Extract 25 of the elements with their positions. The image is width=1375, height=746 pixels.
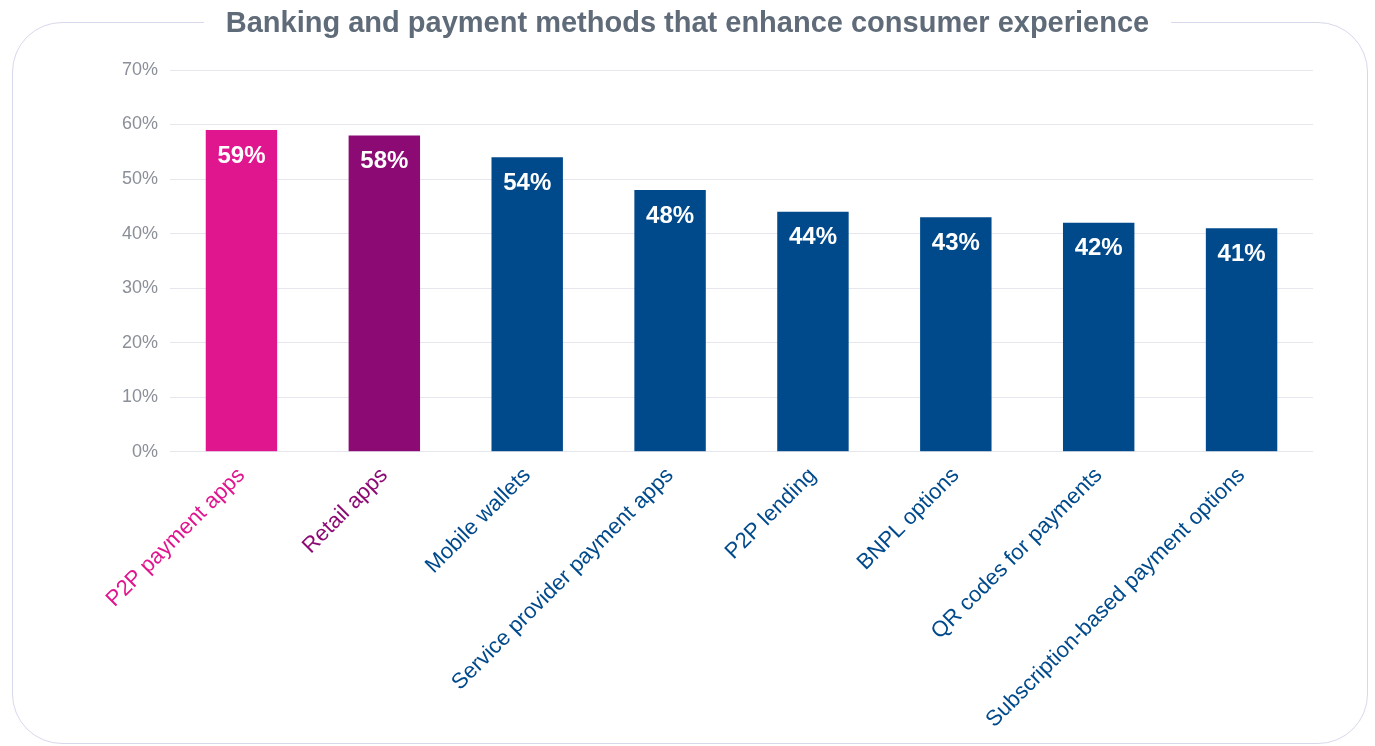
y-tick-label: 40% <box>122 222 159 243</box>
data-label: 44% <box>788 222 837 250</box>
y-tick-label: 0% <box>132 440 159 461</box>
data-label: 48% <box>646 200 695 228</box>
bar <box>920 217 992 452</box>
data-label: 41% <box>1217 238 1266 266</box>
y-tick-label: 30% <box>122 277 159 298</box>
y-tick-label: 70% <box>122 58 159 79</box>
bar <box>348 135 421 452</box>
data-label: 58% <box>360 146 409 174</box>
chart-title: Banking and payment methods that enhance consumer experience <box>203 6 1172 38</box>
bar <box>205 129 278 452</box>
data-label: 54% <box>503 167 552 195</box>
y-tick-label: 10% <box>122 386 159 407</box>
bar <box>634 189 706 452</box>
bar <box>1205 228 1278 452</box>
y-tick-label: 20% <box>122 331 159 352</box>
bar <box>491 157 563 452</box>
y-tick-label: 60% <box>122 113 159 134</box>
bar <box>777 211 849 452</box>
data-label: 59% <box>217 140 266 168</box>
bar <box>1062 222 1135 452</box>
data-label: 42% <box>1074 233 1123 261</box>
y-tick-label: 50% <box>122 168 159 189</box>
data-label: 43% <box>931 227 980 255</box>
